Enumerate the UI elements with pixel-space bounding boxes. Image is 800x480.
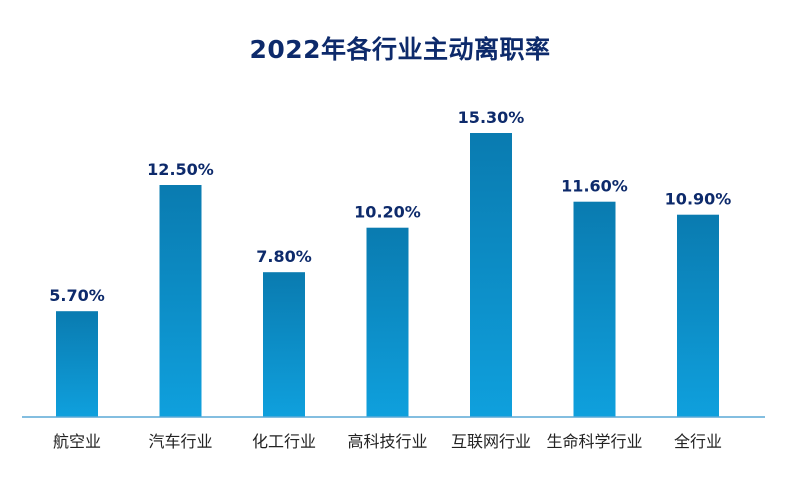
- bar-0: [56, 311, 98, 417]
- category-label-4: 互联网行业: [451, 432, 531, 451]
- value-label-2: 7.80%: [256, 247, 312, 266]
- bar-3: [366, 227, 409, 417]
- value-label-3: 10.20%: [354, 203, 421, 222]
- bar-1: [159, 185, 202, 417]
- value-label-0: 5.70%: [49, 286, 105, 305]
- category-label-2: 化工行业: [252, 432, 316, 451]
- chart-title: 2022年各行业主动离职率: [249, 35, 551, 64]
- category-label-6: 全行业: [674, 432, 722, 451]
- value-label-5: 11.60%: [561, 177, 628, 196]
- bar-4: [470, 133, 512, 417]
- value-labels-group: 5.70% 12.50% 7.80% 10.20% 15.30% 11.60% 10.90%: [49, 108, 731, 305]
- bar-2: [263, 272, 305, 417]
- value-label-6: 10.90%: [665, 190, 732, 209]
- category-labels-group: 航空业 汽车行业 化工行业 高科技行业 互联网行业 生命科学行业 全行业: [53, 432, 722, 451]
- value-label-1: 12.50%: [147, 160, 214, 179]
- bars-group: [56, 133, 719, 417]
- bar-5: [573, 201, 616, 417]
- category-label-5: 生命科学行业: [546, 432, 642, 451]
- category-label-0: 航空业: [53, 432, 101, 451]
- value-label-4: 15.30%: [458, 108, 525, 127]
- bar-6: [677, 214, 719, 417]
- category-label-3: 高科技行业: [347, 432, 427, 451]
- category-label-1: 汽车行业: [148, 432, 212, 451]
